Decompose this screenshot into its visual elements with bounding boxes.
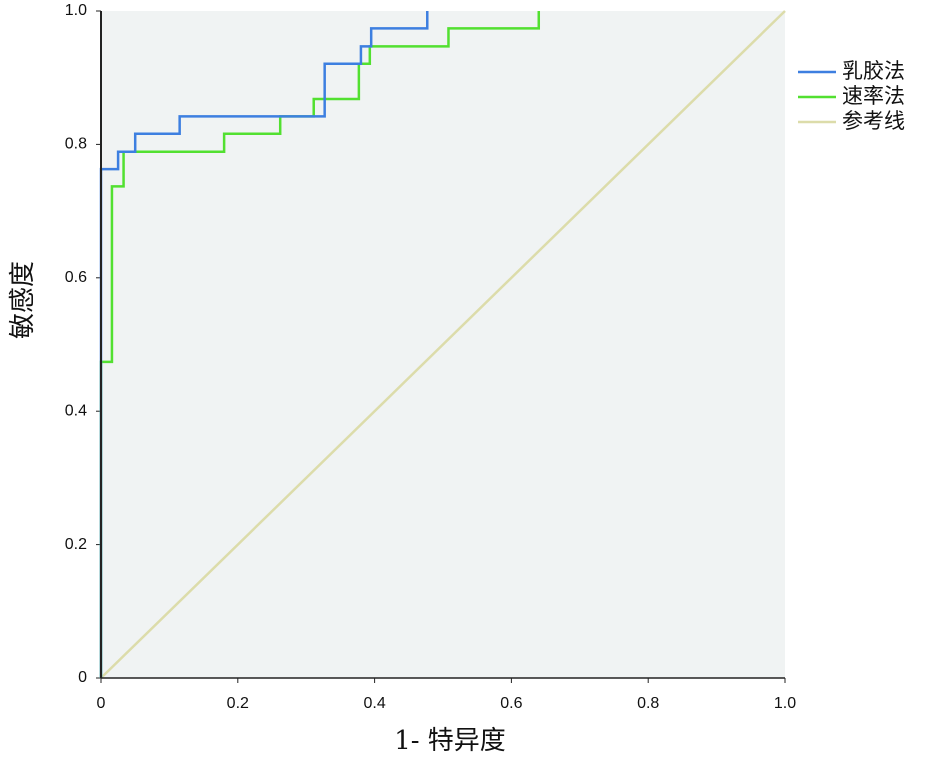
- y-tick-label: 0.2: [65, 536, 87, 553]
- y-tick-label: 0.6: [65, 269, 87, 286]
- x-axis-label: 1- 特异度: [394, 726, 506, 756]
- x-tick-label: 0.4: [363, 695, 385, 712]
- x-tick-label: 0.6: [500, 695, 522, 712]
- x-tick-label: 1.0: [774, 695, 796, 712]
- x-tick-label: 0.8: [637, 695, 659, 712]
- y-tick-label: 0.4: [65, 402, 87, 419]
- legend-label: 乳胶法: [842, 59, 905, 83]
- x-tick-label: 0.2: [227, 695, 249, 712]
- y-tick-label: 1.0: [65, 2, 87, 19]
- x-tick-label: 0: [97, 695, 106, 712]
- series-line: [99, 11, 429, 678]
- y-axis-label: 敏感度: [8, 261, 38, 339]
- y-tick-label: 0: [78, 669, 87, 686]
- y-tick-label: 0.8: [65, 136, 87, 153]
- legend-label: 速率法: [842, 84, 905, 108]
- legend-label: 参考线: [842, 109, 905, 133]
- series-line: [100, 10, 786, 679]
